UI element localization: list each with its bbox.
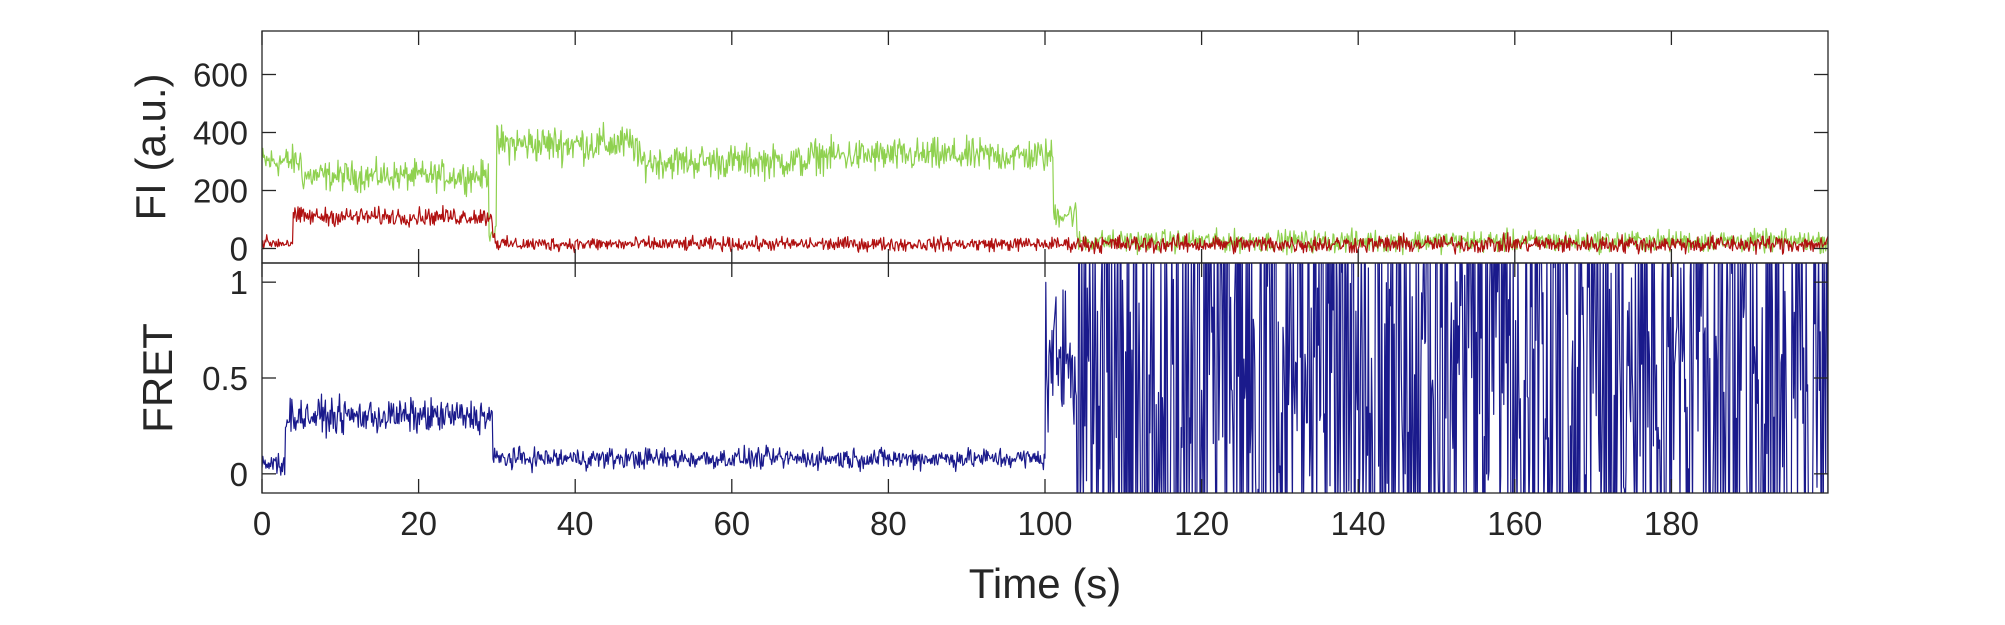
fret-x-tick-label: 180 <box>1644 505 1699 542</box>
intensity-panel: 0 200 400 600 FI (a.u.) <box>127 30 1829 268</box>
fret-y-tick-label: 0.5 <box>202 360 248 397</box>
fret-x-tick-label: 0 <box>253 505 271 542</box>
fret-series-group <box>262 263 1828 493</box>
fret-panel: 00.51 0 20 40 60 80 100 120 140 160 180 FRET Time… <box>134 262 1829 607</box>
fret-x-ticks: 0 20 40 60 80 100 120 140 160 180 <box>253 263 1699 542</box>
fret-x-tick-label: 140 <box>1331 505 1386 542</box>
intensity-series-0-line <box>262 121 1828 256</box>
intensity-x-ticks <box>261 31 1673 263</box>
fret-x-tick-label: 40 <box>557 505 594 542</box>
intensity-series-group <box>262 121 1828 256</box>
fret-y-tick-label: 0 <box>230 456 248 493</box>
intensity-y-tick-label: 0 <box>230 231 248 268</box>
fret-y-tick-label: 1 <box>230 264 248 301</box>
fret-x-tick-label: 80 <box>870 505 907 542</box>
fret-x-tick-label: 60 <box>713 505 750 542</box>
fret-x-tick-label: 120 <box>1174 505 1229 542</box>
intensity-y-tick-label: 400 <box>193 115 248 152</box>
intensity-y-tick-label: 600 <box>193 57 248 94</box>
intensity-y-ticks: 0 200 400 600 <box>193 57 1828 268</box>
fret-y-axis-label: FRET <box>134 323 181 433</box>
fret-x-tick-label: 20 <box>400 505 437 542</box>
fret-series-0-line <box>262 263 1828 493</box>
intensity-y-axis-label: FI (a.u.) <box>127 73 174 220</box>
time-x-axis-label: Time (s) <box>969 560 1121 607</box>
intensity-y-tick-label: 200 <box>193 173 248 210</box>
fret-x-tick-label: 100 <box>1017 505 1072 542</box>
fret-y-ticks: 00.51 <box>202 264 1828 493</box>
intensity-series-1-line <box>262 205 1828 255</box>
fret-x-tick-label: 160 <box>1487 505 1542 542</box>
